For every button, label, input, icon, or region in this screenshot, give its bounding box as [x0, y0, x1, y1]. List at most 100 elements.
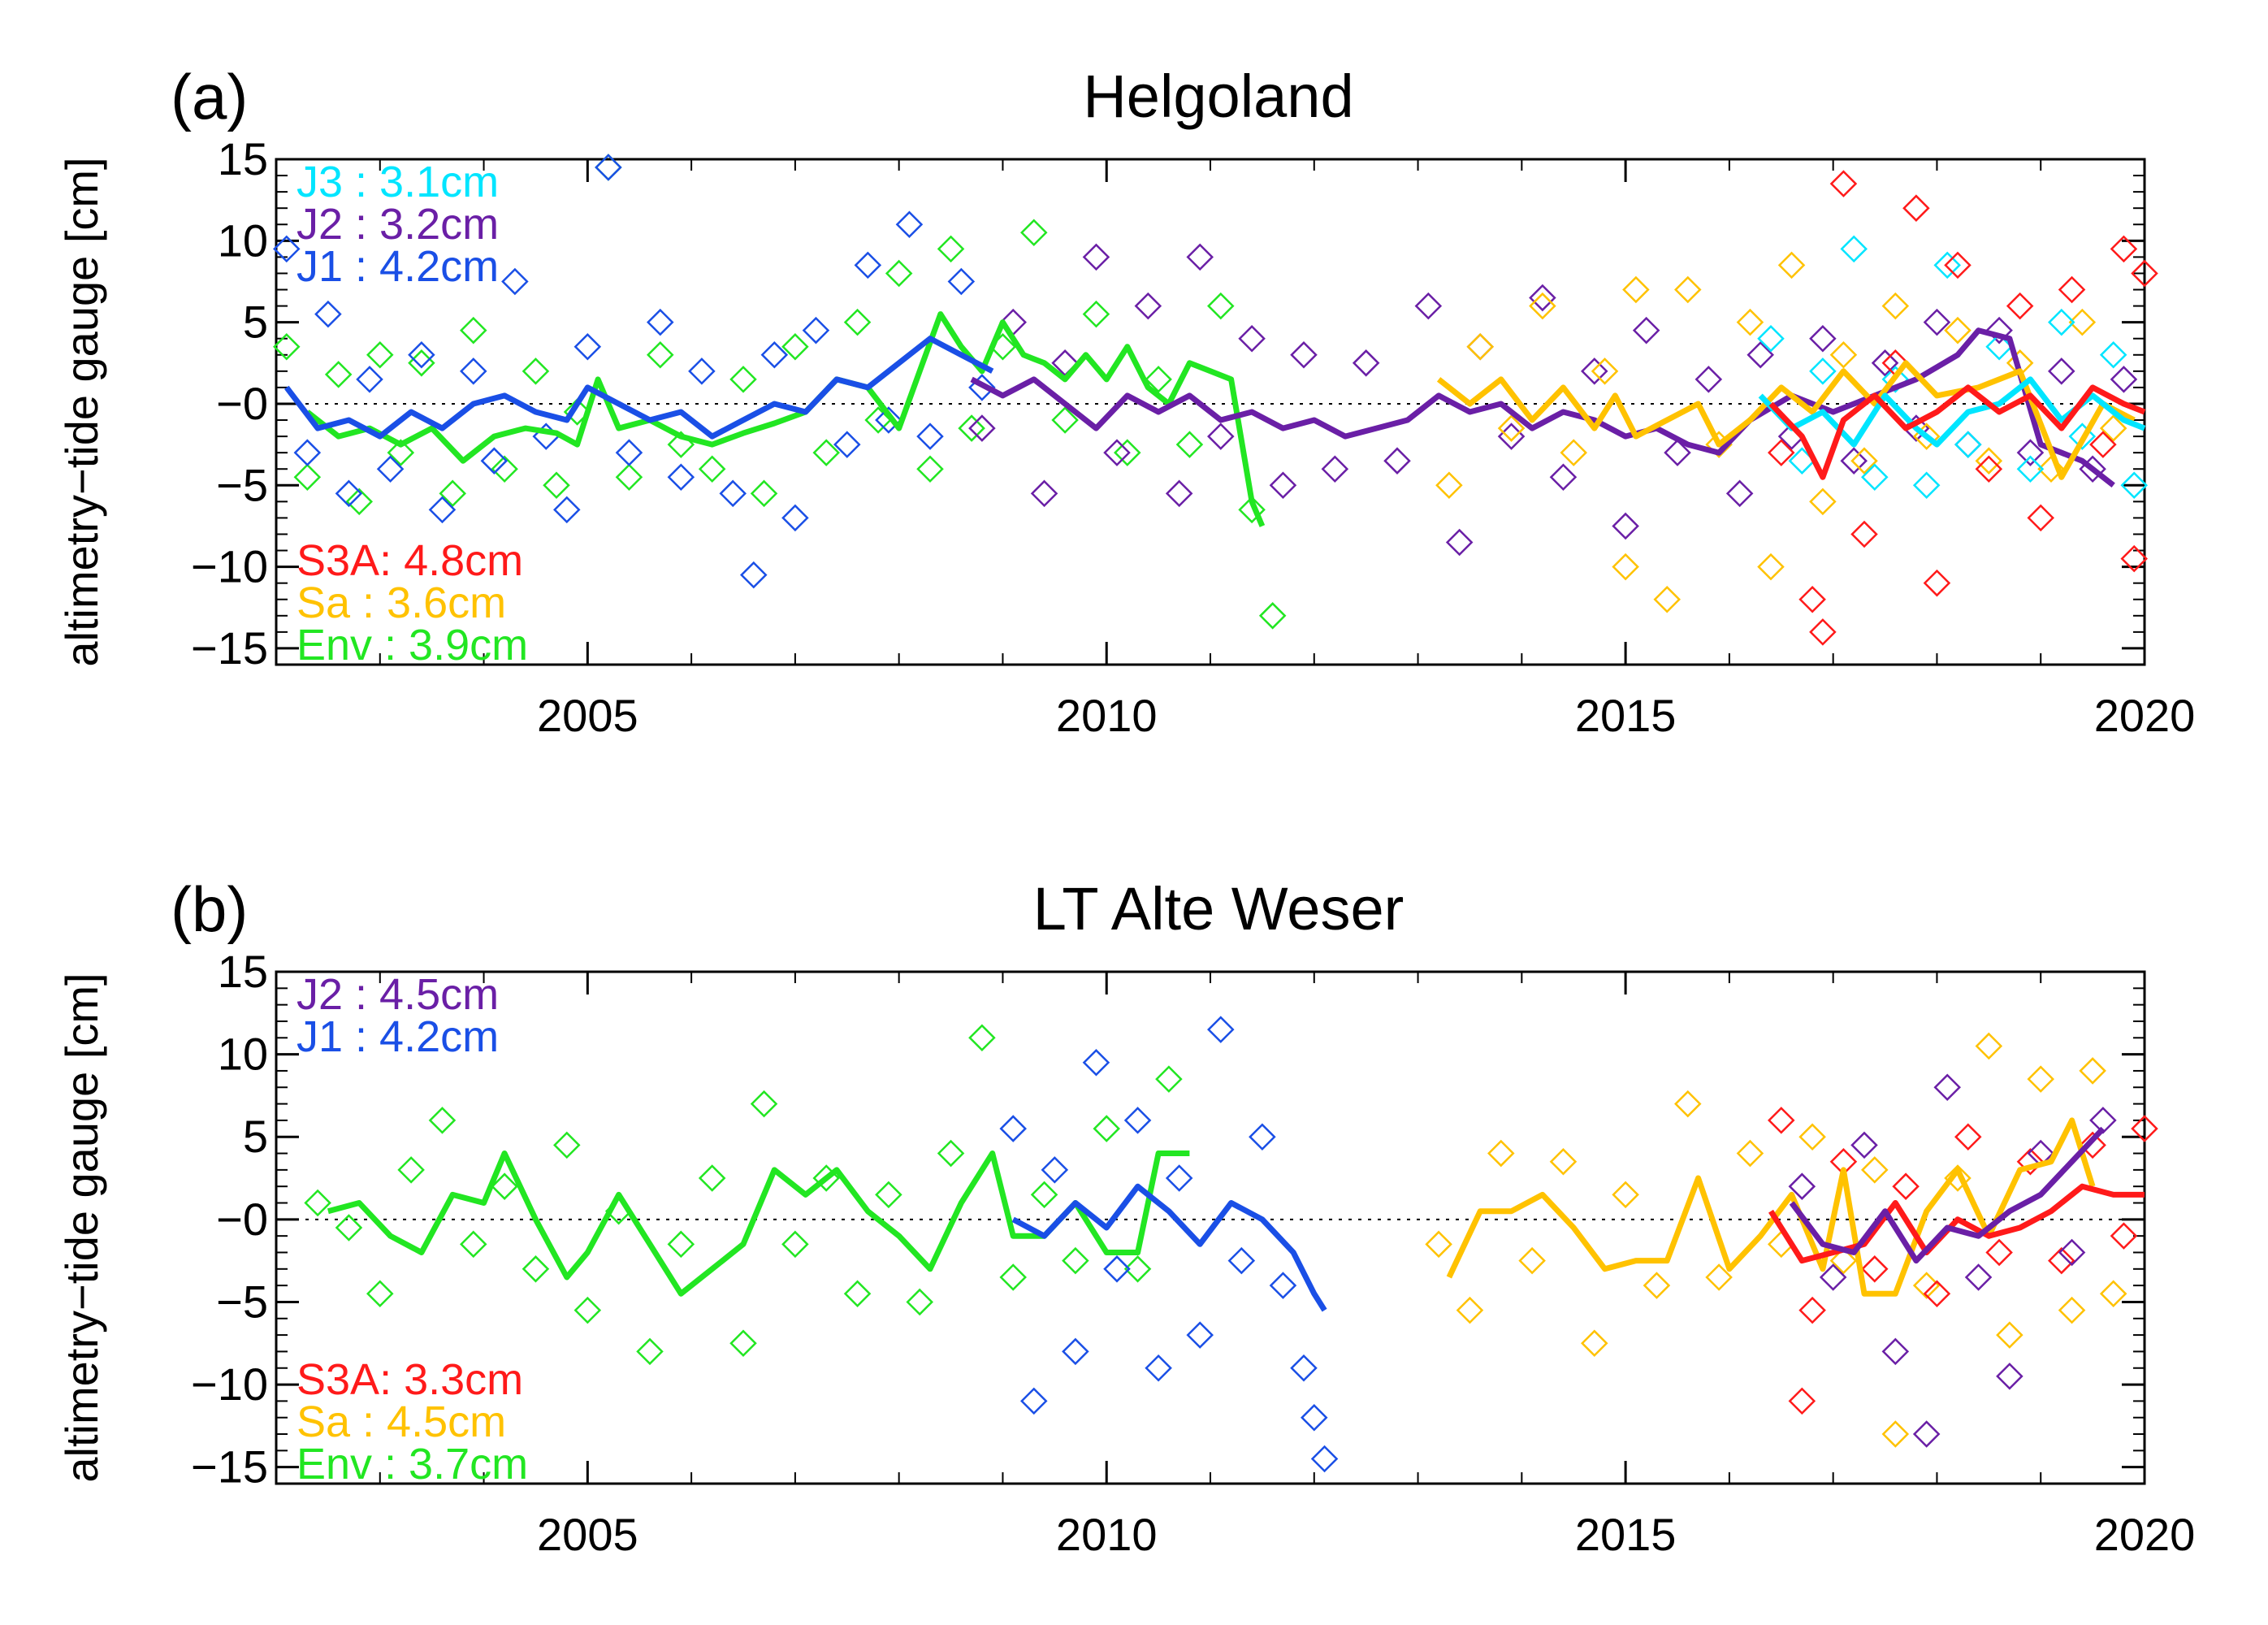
data-point-S3A [1902, 194, 1930, 222]
y-tick-label: 15 [218, 133, 268, 184]
data-point-S3A [1923, 1280, 1951, 1308]
data-point-Env [1051, 406, 1079, 434]
data-point-Env [916, 455, 944, 483]
data-point-Env [460, 1230, 487, 1259]
data-point-Sa [1829, 1246, 1858, 1275]
data-point-J2 [1238, 324, 1266, 353]
data-point-S3A [2058, 275, 2086, 304]
series-line-J2 [970, 327, 2115, 488]
data-point-J3 [1840, 235, 1868, 263]
legend-entry-S3A: S3A: 4.8cm [296, 536, 523, 585]
panel-b: LT Alte Weser (b) altimetry−tide gauge [cm… [56, 873, 2195, 1560]
data-point-J2 [1933, 1073, 1961, 1102]
data-point-J1 [573, 332, 602, 361]
data-point-J2 [1321, 455, 1349, 483]
data-point-Sa [1944, 1164, 1972, 1192]
legend-entry-J2: J2 : 3.2cm [296, 200, 499, 249]
data-point-S3A [2048, 1246, 2075, 1275]
data-point-J2 [1964, 1263, 1993, 1291]
data-point-J2 [1954, 431, 1982, 458]
data-point-J2 [1207, 422, 1235, 450]
data-point-J2 [1819, 1263, 1847, 1291]
data-point-J2 [1996, 1363, 2023, 1390]
data-point-Env [293, 463, 322, 492]
data-point-J2 [1881, 1337, 1910, 1366]
data-point-J2 [1497, 422, 1526, 450]
data-point-S3A [1798, 1296, 1826, 1324]
series-J3 [1757, 235, 2148, 500]
data-point-Env [1123, 1255, 1152, 1283]
data-point-J1 [1186, 1321, 1214, 1349]
data-point-J1 [553, 496, 581, 524]
data-point-J1 [460, 358, 487, 385]
data-point-Env [885, 259, 913, 288]
data-point-Sa [1944, 316, 1972, 344]
panel-label: (a) [171, 61, 248, 132]
data-point-Env [345, 488, 373, 516]
data-point-J2 [1165, 479, 1193, 508]
data-point-Env [750, 1090, 778, 1118]
data-point-Env [729, 366, 757, 393]
data-point-J2 [1664, 439, 1691, 466]
data-point-J1 [1227, 1246, 1256, 1275]
data-point-J3 [1809, 358, 1837, 385]
data-point-J1 [615, 439, 643, 466]
data-point-J3 [1912, 471, 1941, 500]
data-point-Env [958, 414, 985, 442]
data-point-S3A [2027, 504, 2054, 532]
data-point-Sa [1705, 1263, 1733, 1291]
data-point-Env [999, 1263, 1027, 1291]
data-point-S3A [1861, 1255, 1889, 1283]
data-point-Sa [1798, 1123, 1826, 1150]
data-point-Sa [1581, 1329, 1608, 1358]
data-point-J2 [1134, 292, 1162, 320]
data-point-Env [1258, 602, 1287, 630]
data-point-J1 [781, 504, 809, 532]
data-point-Sa [2099, 1280, 2127, 1308]
data-point-J1 [1020, 1387, 1048, 1415]
data-point-Sa [1996, 1321, 2023, 1349]
data-point-J2 [1269, 471, 1297, 500]
data-point-Env [366, 341, 394, 369]
y-tick-label: −10 [191, 1358, 268, 1410]
x-tick-label: 2010 [1056, 690, 1158, 741]
series-line-Env [327, 1150, 1190, 1297]
data-point-J2 [968, 414, 996, 442]
data-point-J1 [895, 210, 924, 239]
data-point-Sa [1881, 292, 1910, 320]
data-point-J2 [1414, 292, 1443, 320]
data-point-S3A [1788, 1387, 1816, 1415]
series-line-S3A [1768, 384, 2146, 480]
data-point-Sa [2058, 1296, 2086, 1324]
data-point-J1 [647, 308, 674, 336]
data-point-Env [1093, 1115, 1120, 1142]
data-point-S3A [2006, 292, 2034, 320]
series-Env [304, 1024, 1183, 1366]
data-point-Env [843, 1280, 872, 1308]
data-point-J2 [1912, 1420, 1941, 1448]
data-point-J1 [740, 561, 768, 589]
data-point-J1 [802, 316, 830, 344]
data-point-S3A [2131, 259, 2158, 288]
data-point-Sa [1777, 251, 1806, 280]
data-point-Sa [1612, 552, 1639, 581]
y-tick-label: 10 [218, 1029, 268, 1080]
data-point-Env [1155, 1065, 1183, 1093]
series-line-Sa [1446, 1117, 2096, 1297]
x-tick-label: 2005 [537, 1509, 638, 1560]
data-point-Sa [2079, 1057, 2106, 1085]
data-point-Env [750, 479, 778, 508]
data-point-Sa [1757, 552, 1785, 581]
data-point-S3A [2110, 1222, 2138, 1250]
data-point-Sa [1456, 1296, 1484, 1324]
data-point-S3A [1768, 1107, 1795, 1134]
data-point-J1 [595, 154, 622, 181]
data-point-Env [636, 1337, 664, 1366]
data-point-J2 [1290, 341, 1318, 369]
data-point-J1 [273, 235, 301, 263]
data-point-Sa [1975, 1032, 2003, 1060]
series-J1 [273, 154, 996, 589]
data-point-J1 [314, 300, 342, 328]
data-point-J3 [1985, 332, 2013, 361]
